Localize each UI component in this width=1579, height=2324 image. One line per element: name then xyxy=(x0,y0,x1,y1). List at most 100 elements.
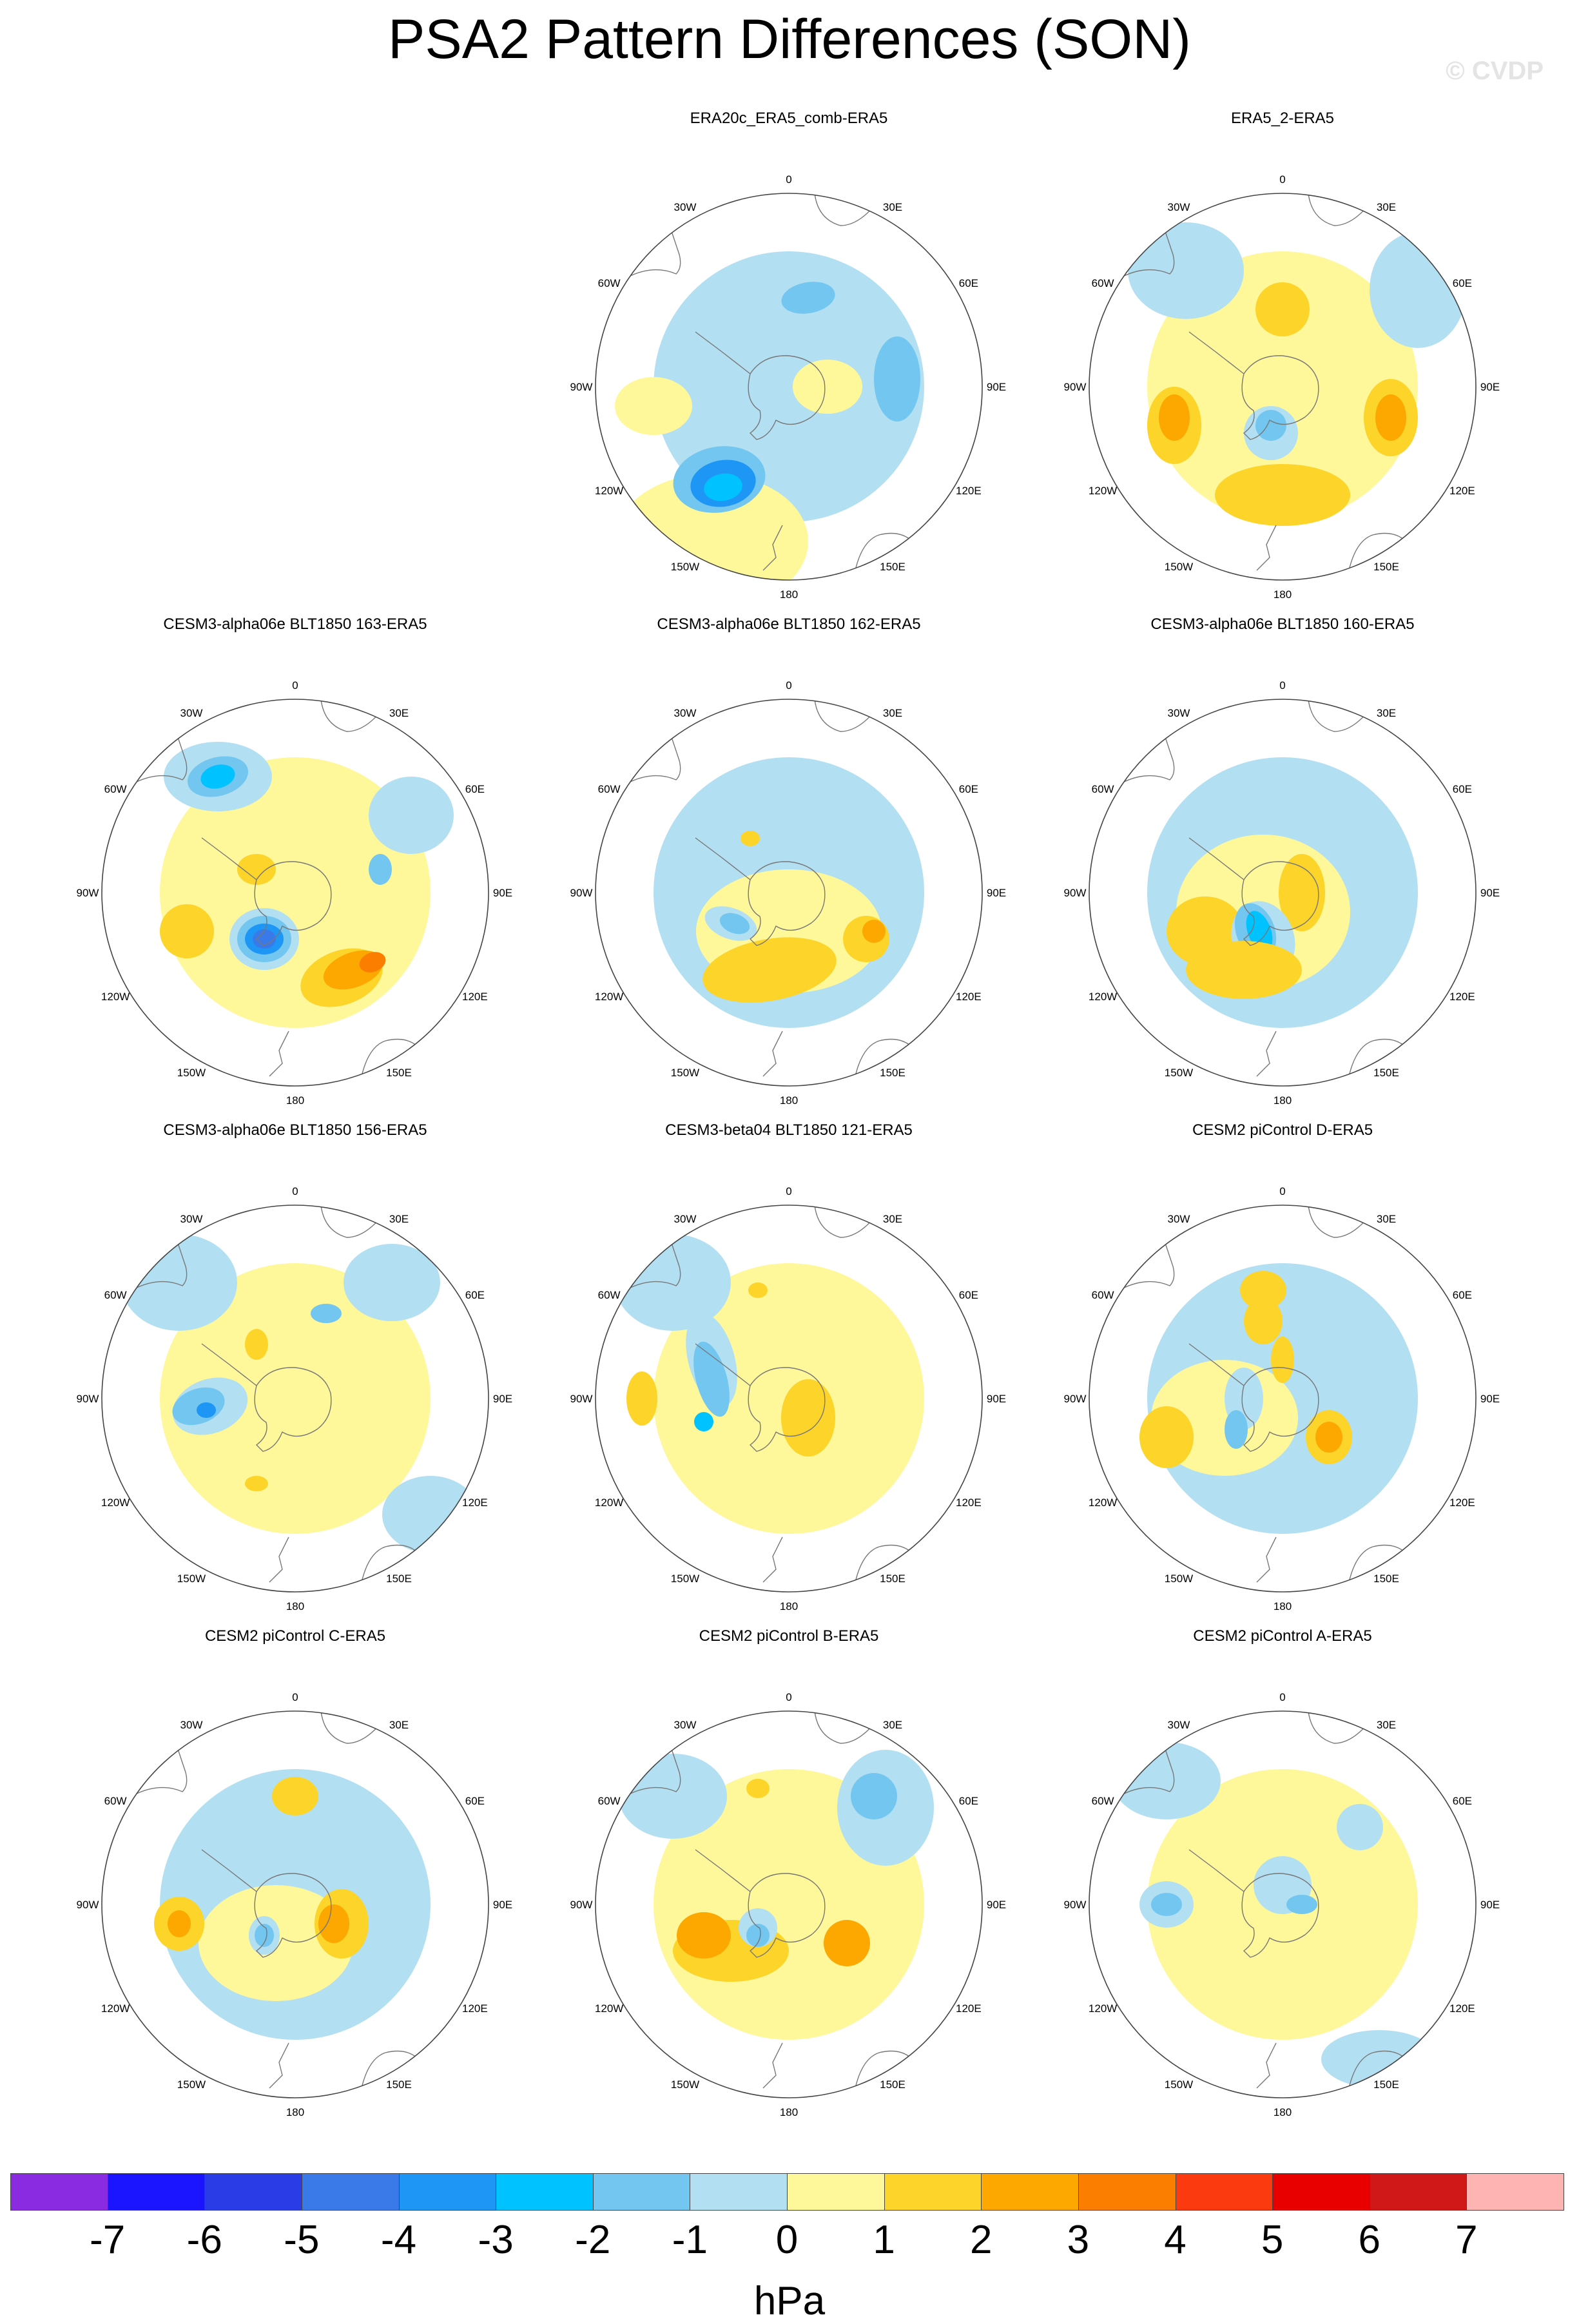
contour-region xyxy=(1255,282,1310,336)
longitude-label: 150E xyxy=(1373,1573,1399,1585)
contour-region xyxy=(160,904,214,958)
south-america-coastline xyxy=(627,215,681,278)
south-america-coastline xyxy=(133,1733,188,1796)
antarctica-coastline xyxy=(254,1873,332,1958)
contour-region xyxy=(1139,1406,1194,1468)
longitude-label: 90E xyxy=(987,381,1006,393)
contour-region xyxy=(1225,1410,1248,1449)
longitude-label: 120E xyxy=(1449,485,1475,497)
longitude-label: 30E xyxy=(1377,707,1396,719)
contour-region xyxy=(824,1920,870,1966)
polar-map: 0 30E 60E 90E 120E 150E 180 150W 120W 90W 60W 30W xyxy=(570,1185,1007,1612)
longitude-label: 90E xyxy=(987,1393,1006,1405)
longitude-label: 60E xyxy=(1453,277,1472,289)
polar-map: 0 30E 60E 90E 120E 150E 180 150W 120W 90W 60W 30W xyxy=(570,679,1007,1107)
longitude-label: 150W xyxy=(671,1573,699,1585)
longitude-label: 180 xyxy=(780,588,798,601)
colorbar-swatch xyxy=(107,2173,206,2211)
longitude-label: 60W xyxy=(104,783,127,795)
longitude-label: 120W xyxy=(1089,485,1117,497)
map-border xyxy=(101,699,489,1087)
longitude-label: 60E xyxy=(959,277,978,289)
colorbar-swatch xyxy=(981,2173,1079,2211)
africa-coastline xyxy=(1308,699,1373,732)
longitude-label: 60W xyxy=(1092,1289,1114,1301)
longitude-label: 120E xyxy=(956,1496,982,1509)
polar-map: 0 30E 60E 90E 120E 150E 180 150W 120W 90W 60W 30W xyxy=(1064,679,1500,1107)
polar-map: 0 30E 60E 90E 120E 150E 180 150W 120W 90W 60W 30W xyxy=(1064,1691,1500,2118)
south-america-coastline xyxy=(133,721,188,784)
polar-map: 0 30E 60E 90E 120E 150E 180 150W 120W 90W 60W 30W xyxy=(77,1691,513,2118)
colorbar-swatch xyxy=(398,2173,497,2211)
contour-region xyxy=(1286,1895,1317,1914)
panel-title: CESM3-alpha06e BLT1850 160-ERA5 xyxy=(1150,615,1415,633)
longitude-label: 120W xyxy=(1089,991,1117,1003)
longitude-label: 90W xyxy=(77,1899,99,1911)
longitude-label: 120W xyxy=(101,991,130,1003)
peninsula-coastline xyxy=(1188,1343,1245,1386)
contour-region xyxy=(677,1912,731,1959)
contour-region xyxy=(851,1773,897,1819)
africa-coastline xyxy=(814,699,880,732)
longitude-label: 180 xyxy=(780,2106,798,2118)
panel-title: CESM3-alpha06e BLT1850 156-ERA5 xyxy=(163,1121,427,1139)
longitude-label: 90E xyxy=(987,887,1006,899)
africa-coastline xyxy=(320,1205,386,1238)
colorbar-tick-label: 7 xyxy=(1455,2218,1478,2262)
africa-coastline xyxy=(1308,1205,1373,1238)
colorbar-tick-label: 4 xyxy=(1164,2218,1187,2262)
contour-region xyxy=(719,913,750,934)
map-border xyxy=(595,1205,983,1593)
longitude-label: 60E xyxy=(465,783,485,795)
longitude-label: 30E xyxy=(883,707,902,719)
longitude-label: 120W xyxy=(595,2002,623,2015)
longitude-label: 180 xyxy=(1274,1600,1292,1612)
colorbar-swatch xyxy=(1369,2173,1468,2211)
africa-coastline xyxy=(814,1711,880,1744)
longitude-label: 90E xyxy=(1480,381,1500,393)
new-zealand-coastline xyxy=(1256,525,1277,571)
contour-region xyxy=(694,1412,713,1431)
colorbar-swatch xyxy=(592,2173,691,2211)
contour-region xyxy=(344,1244,440,1321)
longitude-label: 0 xyxy=(786,679,791,692)
longitude-label: 60E xyxy=(959,1795,978,1807)
longitude-label: 0 xyxy=(1279,1185,1285,1197)
colorbar-swatch xyxy=(1078,2173,1176,2211)
contour-region xyxy=(1315,1422,1342,1453)
longitude-label: 30W xyxy=(1168,1719,1190,1731)
contour-region xyxy=(272,1777,318,1816)
new-zealand-coastline xyxy=(762,1031,783,1077)
longitude-label: 120W xyxy=(595,485,623,497)
contour-region xyxy=(382,1476,479,1553)
longitude-label: 120E xyxy=(462,2002,488,2015)
longitude-label: 30W xyxy=(180,1213,203,1225)
longitude-label: 180 xyxy=(286,2106,304,2118)
polar-map: 0 30E 60E 90E 120E 150E 180 150W 120W 90W 60W 30W xyxy=(77,1185,513,1612)
antarctica-coastline xyxy=(1241,355,1319,440)
colorbar-tick-label: -3 xyxy=(478,2218,514,2262)
longitude-label: 90W xyxy=(570,1393,593,1405)
south-america-coastline xyxy=(627,1733,681,1796)
longitude-label: 90E xyxy=(1480,887,1500,899)
colorbar-tick-label: -2 xyxy=(575,2218,611,2262)
contour-region xyxy=(1279,854,1325,931)
longitude-label: 60E xyxy=(959,1289,978,1301)
longitude-label: 60W xyxy=(598,783,621,795)
longitude-label: 30W xyxy=(1168,201,1190,213)
longitude-label: 120W xyxy=(101,1496,130,1509)
contour-region xyxy=(781,282,835,314)
longitude-label: 120E xyxy=(956,991,982,1003)
longitude-label: 60E xyxy=(465,1795,485,1807)
longitude-label: 90E xyxy=(493,1899,512,1911)
longitude-label: 120E xyxy=(956,2002,982,2015)
longitude-label: 30E xyxy=(1377,1213,1396,1225)
africa-coastline xyxy=(814,1205,880,1238)
south-america-coastline xyxy=(1121,721,1175,784)
map-border xyxy=(101,1710,489,2098)
longitude-label: 30W xyxy=(1168,1213,1190,1225)
south-america-coastline xyxy=(627,721,681,784)
longitude-label: 150E xyxy=(1373,561,1399,573)
polar-map: 0 30E 60E 90E 120E 150E 180 150W 120W 90W 60W 30W xyxy=(1064,1185,1500,1612)
watermark: © CVDP xyxy=(1446,57,1544,85)
